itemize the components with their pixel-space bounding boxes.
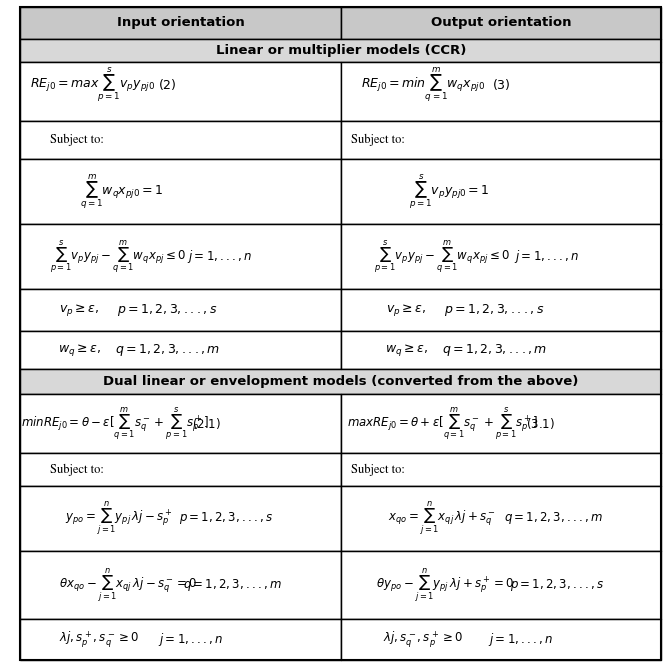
Text: $w_q \geq \varepsilon,$: $w_q \geq \varepsilon,$	[57, 342, 101, 358]
Text: $q = 1, 2, 3,..., m$: $q = 1, 2, 3,..., m$	[504, 510, 603, 526]
Text: $p = 1, 2, 3,..., s$: $p = 1, 2, 3,..., s$	[118, 302, 218, 318]
Text: $p = 1, 2, 3,..., s$: $p = 1, 2, 3,..., s$	[444, 302, 545, 318]
Text: Subject to:: Subject to:	[49, 464, 104, 476]
Text: $p = 1, 2, 3,..., s$: $p = 1, 2, 3,..., s$	[510, 577, 604, 593]
Text: $(3.1)$: $(3.1)$	[526, 416, 555, 431]
Bar	[341, 61, 661, 121]
Text: Subject to:: Subject to:	[351, 134, 405, 146]
Text: $\sum_{p=1}^{s} v_p y_{pj0} = 1$: $\sum_{p=1}^{s} v_p y_{pj0} = 1$	[409, 172, 489, 211]
Text: $\sum_{q=1}^{m} w_q x_{pj0} = 1$: $\sum_{q=1}^{m} w_q x_{pj0} = 1$	[80, 172, 164, 211]
Bar	[341, 394, 661, 454]
Text: $j = 1,...,n$: $j = 1,...,n$	[158, 631, 223, 648]
Bar	[20, 370, 661, 394]
Text: Subject to:: Subject to:	[49, 134, 104, 146]
Text: $p = 1, 2, 3,..., s$: $p = 1, 2, 3,..., s$	[179, 510, 274, 526]
Text: $maxRE_{j0} = \theta + \varepsilon[\sum_{q=1}^{m} s_q^- + \sum_{p=1}^{s} s_p^+]$: $maxRE_{j0} = \theta + \varepsilon[\sum_…	[347, 406, 538, 442]
Bar	[20, 486, 341, 551]
Bar	[341, 454, 661, 486]
Text: Linear or multiplier models (CCR): Linear or multiplier models (CCR)	[216, 44, 466, 57]
Text: $j = 1,...,n$: $j = 1,...,n$	[514, 248, 580, 265]
Bar	[341, 619, 661, 660]
Text: $x_{qo} = \sum_{j=1}^{n} x_{qj}\,\lambda j + s_q^-$: $x_{qo} = \sum_{j=1}^{n} x_{qj}\,\lambda…	[389, 500, 496, 537]
Text: $minRE_{j0} = \theta - \varepsilon[\sum_{q=1}^{m} s_q^- + \sum_{p=1}^{s} s_p^+]$: $minRE_{j0} = \theta - \varepsilon[\sum_…	[21, 406, 209, 442]
Bar	[20, 224, 341, 289]
Bar	[341, 551, 661, 619]
Bar	[20, 159, 341, 224]
Bar	[341, 159, 661, 224]
Text: $q = 1, 2, 3,..., m$: $q = 1, 2, 3,..., m$	[184, 577, 283, 593]
Text: $j = 1,...,n$: $j = 1,...,n$	[488, 631, 553, 648]
Bar	[20, 289, 341, 331]
Text: Output orientation: Output orientation	[431, 17, 571, 29]
Text: $\sum_{p=1}^{s} v_p y_{pj} - \sum_{q=1}^{m} w_q x_{pj} \leq 0$: $\sum_{p=1}^{s} v_p y_{pj} - \sum_{q=1}^…	[51, 239, 186, 275]
Bar	[20, 394, 341, 454]
Bar	[341, 289, 661, 331]
Bar	[20, 551, 341, 619]
Text: $v_p \geq \varepsilon,$: $v_p \geq \varepsilon,$	[386, 302, 426, 318]
Bar	[341, 121, 661, 159]
Text: $\theta x_{qo} - \sum_{j=1}^{n} x_{qj}\,\lambda j - s_q^- = 0$: $\theta x_{qo} - \sum_{j=1}^{n} x_{qj}\,…	[59, 566, 198, 604]
Text: $(2.1)$: $(2.1)$	[192, 416, 221, 431]
Text: $v_p \geq \varepsilon,$: $v_p \geq \varepsilon,$	[59, 302, 100, 318]
Text: $RE_{j0} = min\sum_{q=1}^{m} w_q x_{pj0}$: $RE_{j0} = min\sum_{q=1}^{m} w_q x_{pj0}…	[361, 65, 485, 104]
Bar	[20, 331, 341, 370]
Text: $j = 1,...,n$: $j = 1,...,n$	[187, 248, 253, 265]
Bar	[20, 619, 341, 660]
Text: $q = 1, 2, 3,..., m$: $q = 1, 2, 3,..., m$	[115, 342, 220, 358]
Text: $q = 1, 2, 3,..., m$: $q = 1, 2, 3,..., m$	[442, 342, 547, 358]
Text: Subject to:: Subject to:	[351, 464, 405, 476]
Bar	[20, 454, 341, 486]
Bar	[341, 7, 661, 39]
Text: $y_{po} = \sum_{j=1}^{n} y_{pj}\,\lambda j - s_p^+$: $y_{po} = \sum_{j=1}^{n} y_{pj}\,\lambda…	[65, 500, 172, 537]
Text: $(3)$: $(3)$	[492, 77, 510, 92]
Text: Input orientation: Input orientation	[117, 17, 244, 29]
Bar	[20, 121, 341, 159]
Text: $\lambda j, s_q^-, s_p^+ \geq 0$: $\lambda j, s_q^-, s_p^+ \geq 0$	[383, 629, 463, 650]
Text: $w_q \geq \varepsilon,$: $w_q \geq \varepsilon,$	[385, 342, 428, 358]
Text: $\sum_{p=1}^{s} v_p y_{pj} - \sum_{q=1}^{m} w_q x_{pj} \leq 0$: $\sum_{p=1}^{s} v_p y_{pj} - \sum_{q=1}^…	[374, 239, 510, 275]
Bar	[341, 224, 661, 289]
Text: $\lambda j, s_p^+, s_q^- \geq 0$: $\lambda j, s_p^+, s_q^- \geq 0$	[59, 629, 139, 650]
Bar	[20, 61, 341, 121]
Text: Dual linear or envelopment models (converted from the above): Dual linear or envelopment models (conve…	[103, 376, 578, 388]
Bar	[20, 7, 341, 39]
Text: $\theta y_{po} - \sum_{j=1}^{n} y_{pj}\,\lambda j + s_p^+ = 0$: $\theta y_{po} - \sum_{j=1}^{n} y_{pj}\,…	[376, 566, 515, 604]
Bar	[341, 331, 661, 370]
Bar	[20, 39, 661, 61]
Text: $(2)$: $(2)$	[158, 77, 177, 92]
Bar	[341, 486, 661, 551]
Text: $RE_{j0} = max\sum_{p=1}^{s} v_p y_{pj0}$: $RE_{j0} = max\sum_{p=1}^{s} v_p y_{pj0}…	[30, 65, 155, 104]
